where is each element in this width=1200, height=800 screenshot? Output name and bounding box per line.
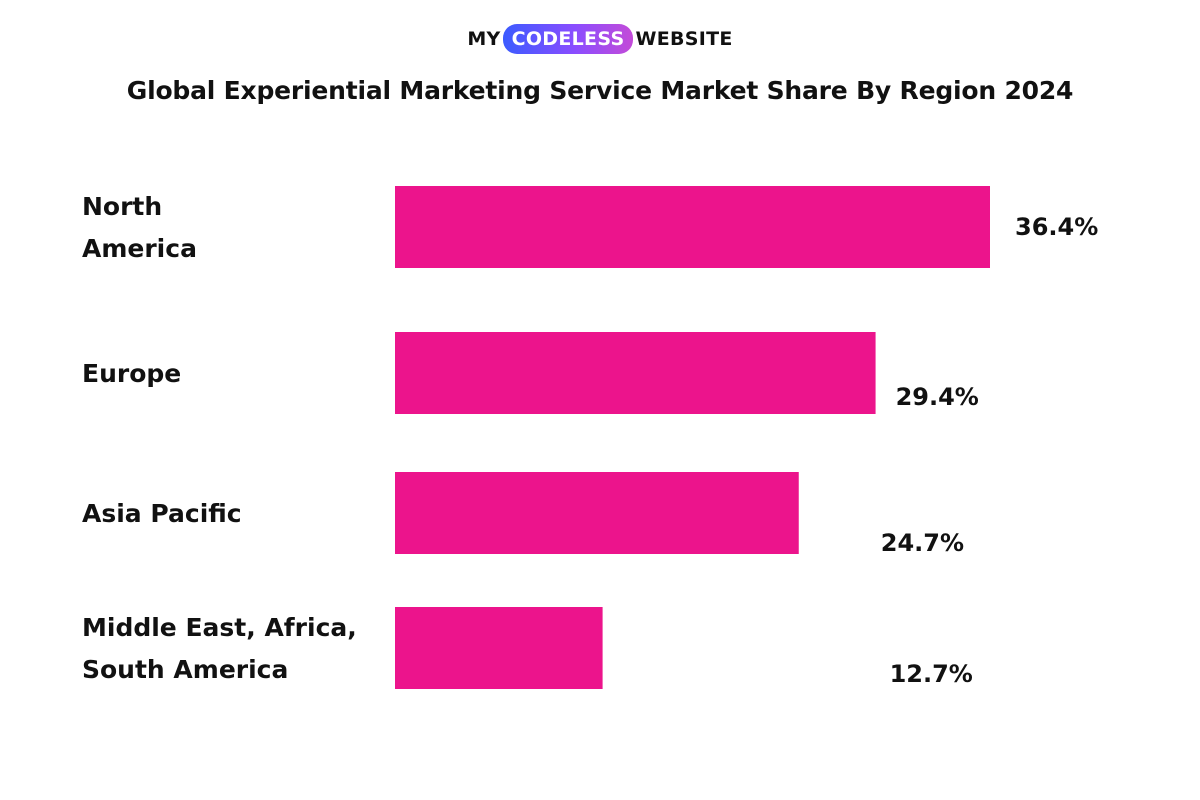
chart-title: Global Experiential Marketing Service Ma… bbox=[126, 76, 1074, 105]
logo-word-left: MY bbox=[467, 28, 501, 50]
value-label-1: 29.4% bbox=[896, 383, 979, 411]
bar-3 bbox=[395, 607, 603, 689]
category-label-0-line-0: North bbox=[82, 192, 162, 221]
category-label-0-line-1: America bbox=[82, 234, 197, 263]
value-label-0: 36.4% bbox=[1015, 213, 1098, 241]
category-label-2: Asia Pacific bbox=[82, 499, 242, 528]
value-label-3: 12.7% bbox=[890, 660, 973, 688]
category-label-1: Europe bbox=[82, 359, 181, 388]
category-label-3-line-0: Middle East, Africa, bbox=[82, 613, 357, 642]
logo-word-highlight: CODELESS bbox=[502, 24, 634, 54]
value-label-2: 24.7% bbox=[881, 529, 964, 557]
bar-0 bbox=[395, 186, 990, 268]
logo-word-right: WEBSITE bbox=[635, 28, 733, 50]
bar-2 bbox=[395, 472, 799, 554]
category-label-3-line-1: South America bbox=[82, 655, 288, 684]
bar-1 bbox=[395, 332, 876, 414]
brand-logo: MY CODELESS WEBSITE bbox=[0, 22, 1200, 56]
